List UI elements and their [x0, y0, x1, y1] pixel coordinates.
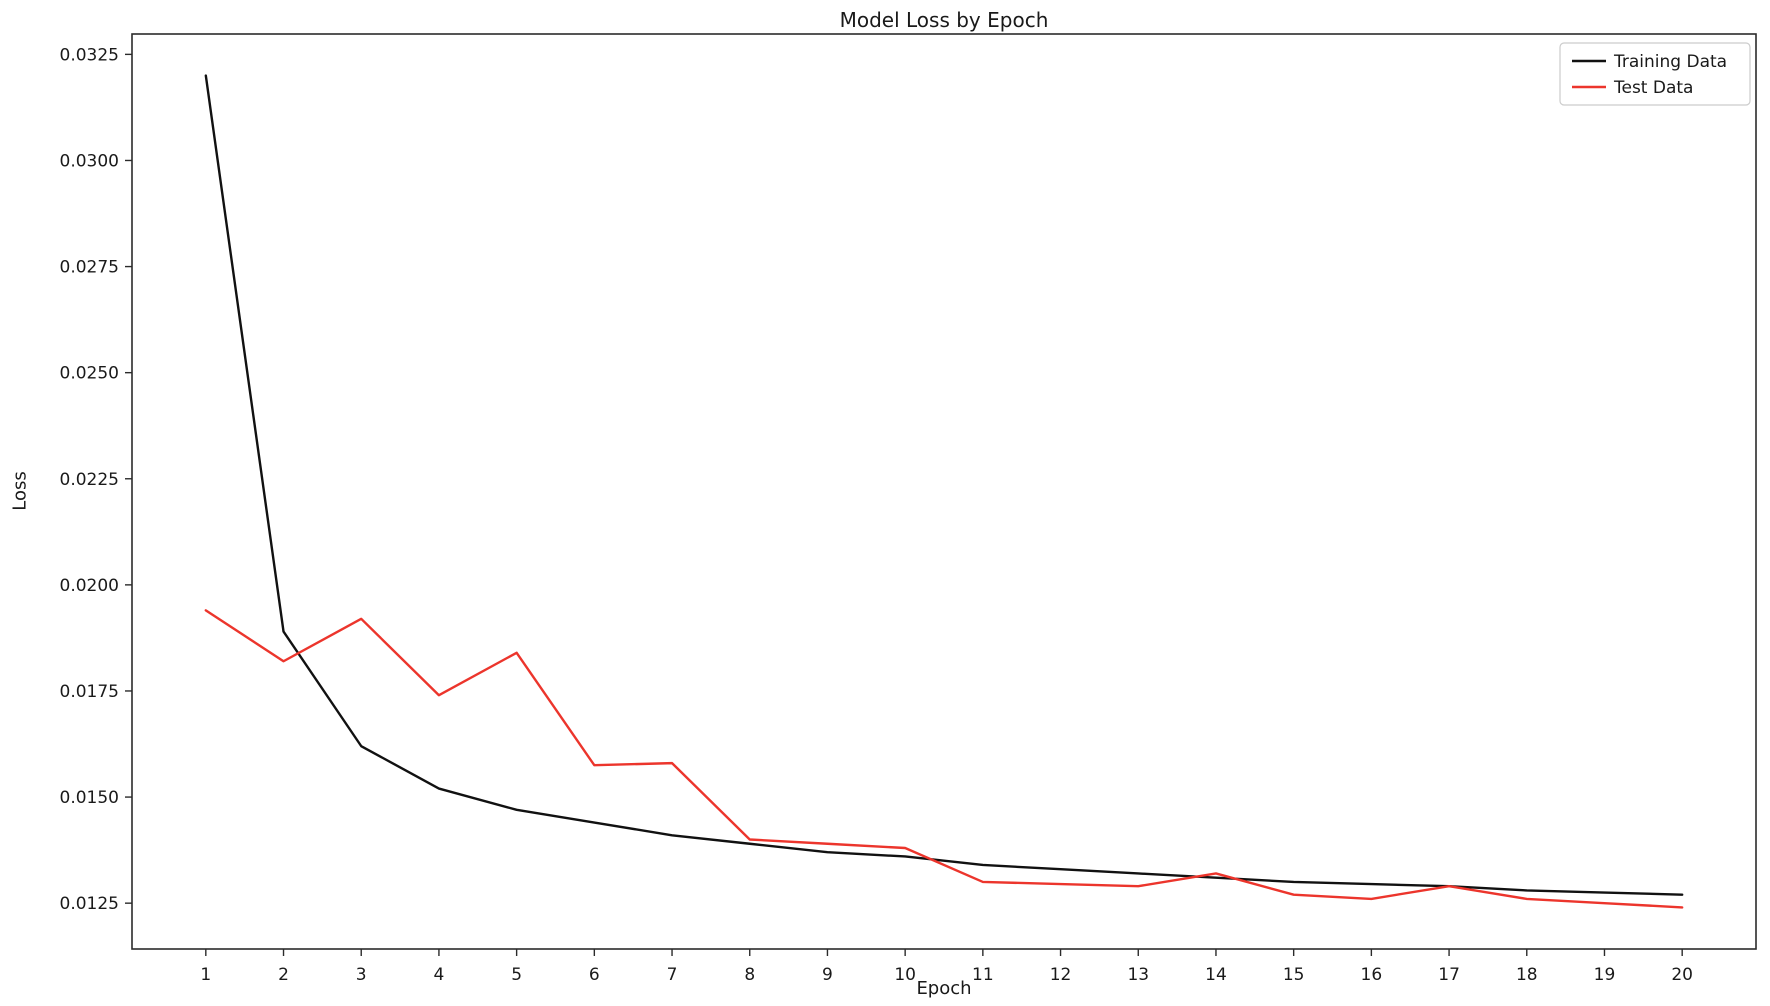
- y-tick-label: 0.0125: [60, 894, 119, 914]
- x-tick-label: 3: [356, 965, 367, 985]
- x-tick-label: 20: [1671, 965, 1693, 985]
- x-tick-label: 4: [434, 965, 445, 985]
- x-axis-label: Epoch: [916, 978, 972, 999]
- legend-label: Training Data: [1613, 52, 1727, 72]
- x-tick-label: 11: [972, 965, 994, 985]
- y-tick-label: 0.0300: [60, 151, 119, 171]
- x-tick-label: 9: [822, 965, 833, 985]
- x-tick-label: 16: [1361, 965, 1383, 985]
- y-tick-label: 0.0225: [60, 470, 119, 490]
- y-tick-label: 0.0325: [60, 45, 119, 65]
- chart-title: Model Loss by Epoch: [839, 8, 1049, 32]
- x-tick-label: 2: [278, 965, 289, 985]
- x-tick-label: 12: [1050, 965, 1072, 985]
- x-tick-label: 8: [744, 965, 755, 985]
- x-tick-label: 13: [1127, 965, 1149, 985]
- x-tick-label: 5: [511, 965, 522, 985]
- x-tick-label: 15: [1283, 965, 1305, 985]
- y-tick-label: 0.0150: [60, 788, 119, 808]
- plot-frame: [131, 33, 1757, 950]
- x-tick-label: 18: [1516, 965, 1538, 985]
- x-tick-label: 7: [667, 965, 678, 985]
- legend-box: [1559, 42, 1751, 106]
- y-tick-label: 0.0200: [60, 576, 119, 596]
- test-data-line: [204, 609, 1684, 909]
- y-tick-label: 0.0250: [60, 364, 119, 384]
- x-tick-label: 19: [1594, 965, 1616, 985]
- x-tick-label: 14: [1205, 965, 1227, 985]
- x-tick-label: 10: [894, 965, 916, 985]
- x-tick-label: 17: [1438, 965, 1460, 985]
- x-tick-label: 1: [200, 965, 211, 985]
- y-tick-label: 0.0175: [60, 682, 119, 702]
- x-tick-label: 6: [589, 965, 600, 985]
- training-data-line: [204, 74, 1684, 896]
- legend-label: Test Data: [1613, 78, 1693, 98]
- y-tick-label: 0.0275: [60, 258, 119, 278]
